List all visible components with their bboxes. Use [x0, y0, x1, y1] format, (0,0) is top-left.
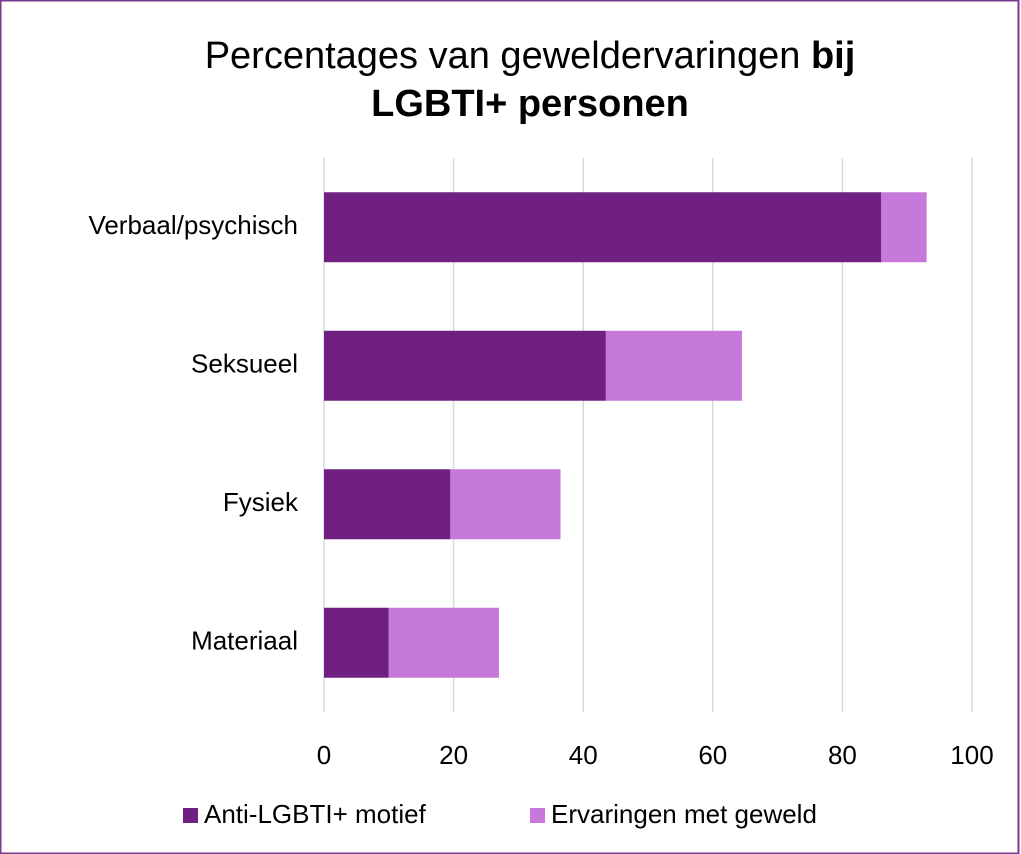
bar-segment — [450, 469, 561, 540]
x-tick-label: 80 — [828, 740, 857, 770]
bar-segment — [605, 330, 742, 401]
y-tick-label: Fysiek — [223, 487, 299, 517]
x-tick-label: 40 — [569, 740, 598, 770]
chart-title: Percentages van geweldervaringen bij — [205, 35, 856, 77]
legend-label: Anti-LGBTI+ motief — [204, 799, 427, 829]
bar-segment — [388, 607, 499, 678]
legend-swatch — [530, 808, 545, 823]
legend-label: Ervaringen met geweld — [551, 799, 817, 829]
bar-segment — [881, 192, 927, 263]
x-tick-label: 20 — [439, 740, 468, 770]
bar-segment — [324, 469, 451, 540]
bar-segment — [324, 192, 882, 263]
x-tick-label: 60 — [698, 740, 727, 770]
y-tick-label: Materiaal — [191, 626, 298, 656]
chart-title: LGBTI+ personen — [371, 83, 689, 125]
y-tick-label: Seksueel — [191, 349, 298, 379]
legend-swatch — [183, 808, 198, 823]
bar-segment — [324, 330, 606, 401]
x-tick-label: 100 — [950, 740, 993, 770]
x-tick-label: 0 — [317, 740, 331, 770]
y-tick-label: Verbaal/psychisch — [88, 210, 298, 240]
title-part: Percentages van geweldervaringen — [205, 35, 801, 77]
title-part: bij — [811, 35, 855, 77]
bar-segment — [324, 607, 389, 678]
